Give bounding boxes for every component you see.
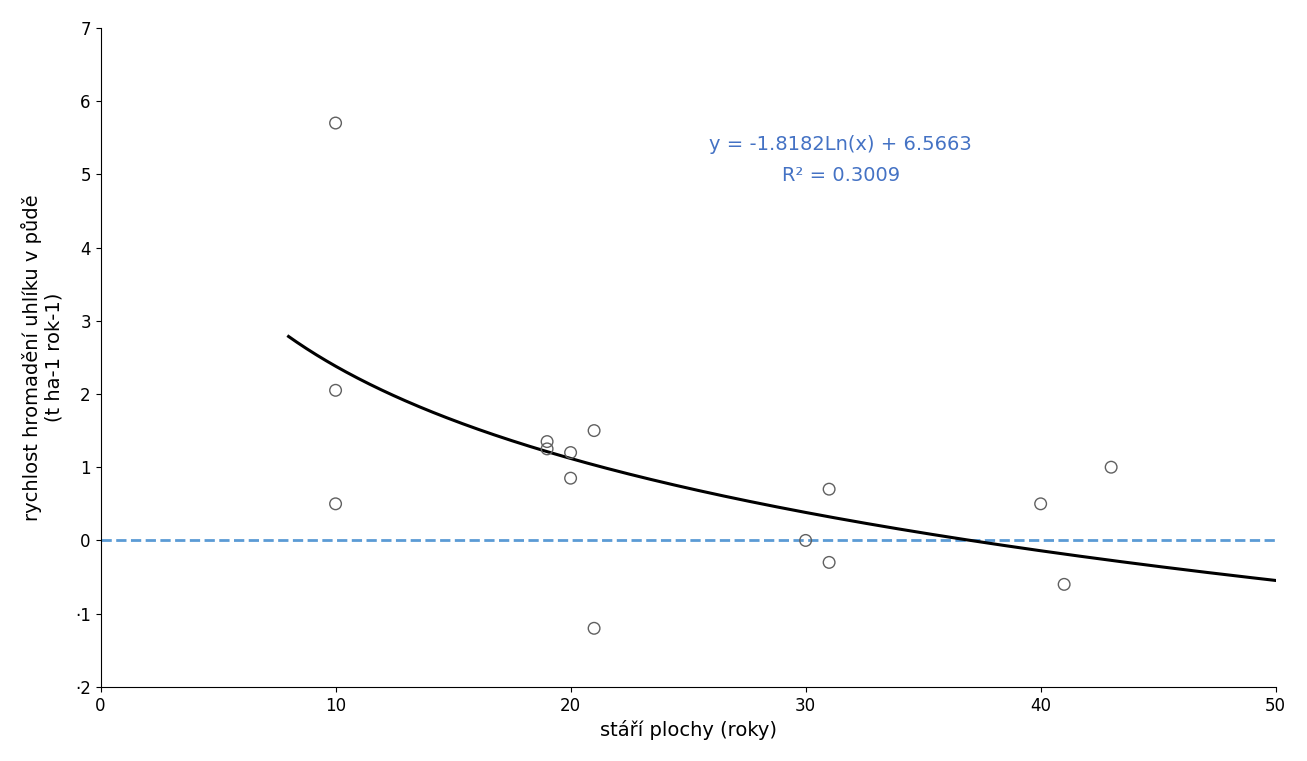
- Point: [818, 483, 839, 495]
- Point: [795, 534, 816, 546]
- Point: [537, 435, 558, 447]
- Point: [818, 556, 839, 568]
- Point: [1100, 461, 1121, 473]
- Point: [1053, 578, 1074, 591]
- Point: [325, 117, 346, 129]
- Point: [1030, 498, 1051, 510]
- X-axis label: stáří plochy (roky): stáří plochy (roky): [600, 720, 776, 740]
- Point: [561, 447, 582, 459]
- Point: [325, 384, 346, 396]
- Text: y = -1.8182Ln(x) + 6.5663
R² = 0.3009: y = -1.8182Ln(x) + 6.5663 R² = 0.3009: [710, 135, 972, 185]
- Y-axis label: rychlost hromadění uhlíku v půdě
(t ha-1 rok-1): rychlost hromadění uhlíku v půdě (t ha-1…: [21, 194, 64, 521]
- Point: [584, 425, 605, 437]
- Point: [325, 498, 346, 510]
- Point: [584, 622, 605, 635]
- Point: [537, 443, 558, 455]
- Point: [561, 472, 582, 484]
